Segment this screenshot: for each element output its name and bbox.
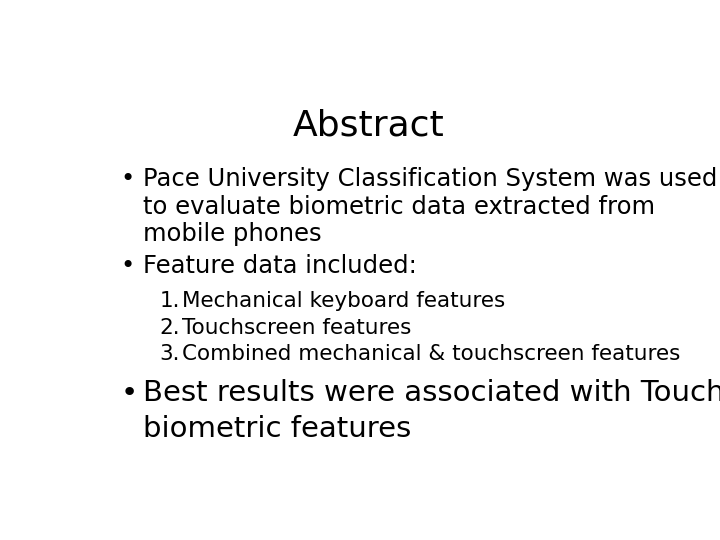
Text: Touchscreen features: Touchscreen features (182, 318, 411, 338)
Text: Feature data included:: Feature data included: (143, 254, 417, 278)
Text: •: • (121, 254, 135, 278)
Text: Mechanical keyboard features: Mechanical keyboard features (182, 292, 505, 312)
Text: mobile phones: mobile phones (143, 222, 322, 246)
Text: 3.: 3. (160, 344, 180, 364)
Text: to evaluate biometric data extracted from: to evaluate biometric data extracted fro… (143, 194, 655, 219)
Text: Abstract: Abstract (293, 109, 445, 143)
Text: •: • (121, 167, 135, 191)
Text: Combined mechanical & touchscreen features: Combined mechanical & touchscreen featur… (182, 344, 680, 364)
Text: •: • (121, 379, 138, 407)
Text: 1.: 1. (160, 292, 180, 312)
Text: biometric features: biometric features (143, 415, 411, 443)
Text: Pace University Classification System was used: Pace University Classification System wa… (143, 167, 717, 191)
Text: 2.: 2. (160, 318, 181, 338)
Text: Best results were associated with TouchScreen: Best results were associated with TouchS… (143, 379, 720, 407)
